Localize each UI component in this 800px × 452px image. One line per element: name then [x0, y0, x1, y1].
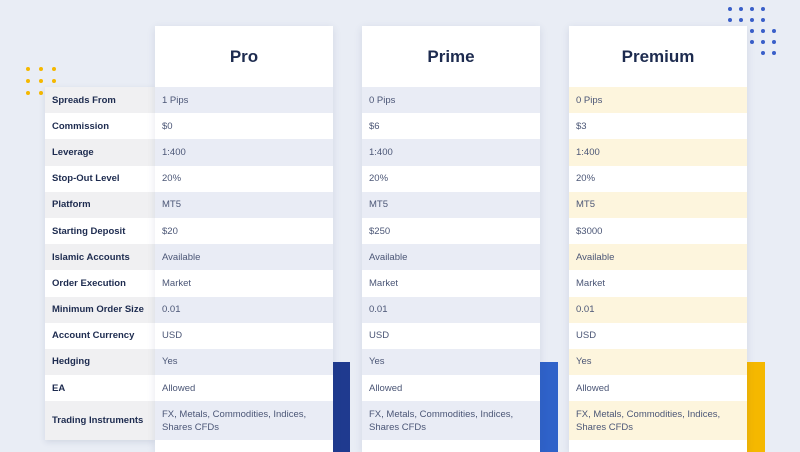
premium-account-currency: USD: [576, 330, 597, 342]
premium-commission: $3: [576, 120, 587, 132]
pro-hedging: Yes: [155, 348, 333, 376]
premium-accent-bar: [745, 362, 765, 452]
label-platform: Platform: [45, 191, 155, 218]
premium-islamic-accounts: Available: [569, 244, 747, 271]
prime-platform: MT5: [362, 191, 540, 218]
prime-islamic-accounts: Available: [362, 244, 540, 271]
plan-column-prime: Prime 0 Pips $6 1:400 20% MT5 $250 Avail…: [362, 26, 540, 452]
pro-account-currency: USD: [162, 330, 183, 342]
label-minimum-order-size: Minimum Order Size: [45, 296, 155, 323]
pro-accent-bar: [330, 362, 350, 452]
premium-order-execution: Market: [576, 277, 606, 289]
label-order-execution: Order Execution: [52, 277, 126, 289]
prime-commission: $6: [369, 120, 380, 132]
premium-hedging: Yes: [569, 348, 747, 376]
pro-starting-deposit: $20: [162, 225, 178, 237]
label-ea: EA: [52, 382, 66, 394]
prime-ea: Allowed: [369, 382, 403, 394]
premium-platform: MT5: [569, 191, 747, 218]
label-stop-out-level: Stop-Out Level: [52, 173, 120, 185]
label-account-currency: Account Currency: [52, 330, 135, 342]
label-leverage: Leverage: [45, 139, 155, 166]
prime-starting-deposit: $250: [369, 225, 391, 237]
premium-spreads-from: 0 Pips: [569, 87, 747, 114]
label-trading-instruments: Trading Instruments: [45, 401, 155, 441]
pro-stop-out-level: 20%: [162, 173, 182, 185]
label-hedging: Hedging: [45, 348, 155, 376]
pro-spreads-from: 1 Pips: [155, 87, 333, 114]
premium-leverage: 1:400: [569, 139, 747, 166]
prime-leverage: 1:400: [362, 139, 540, 166]
plan-column-premium: Premium 0 Pips $3 1:400 20% MT5 $3000 Av…: [569, 26, 747, 452]
premium-ea: Allowed: [576, 382, 610, 394]
plan-title-pro: Pro: [229, 46, 259, 66]
premium-stop-out-level: 20%: [576, 173, 596, 185]
prime-trading-instruments: FX, Metals, Commodities, Indices, Shares…: [362, 401, 540, 441]
prime-accent-bar: [538, 362, 558, 452]
prime-minimum-order-size: 0.01: [362, 296, 540, 323]
pro-ea: Allowed: [162, 382, 196, 394]
prime-stop-out-level: 20%: [369, 173, 389, 185]
feature-labels-column: Spreads From Commission Leverage Stop-Ou…: [45, 87, 155, 441]
prime-spreads-from: 0 Pips: [362, 87, 540, 114]
pro-platform: MT5: [155, 191, 333, 218]
plan-title-premium: Premium: [621, 46, 695, 66]
plan-title-prime: Prime: [427, 46, 475, 66]
plan-column-pro: Pro 1 Pips $0 1:400 20% MT5 $20 Availabl…: [155, 26, 333, 452]
pro-islamic-accounts: Available: [155, 244, 333, 271]
pro-order-execution: Market: [162, 277, 192, 289]
pro-commission: $0: [162, 120, 173, 132]
label-spreads-from: Spreads From: [45, 87, 155, 114]
label-starting-deposit: Starting Deposit: [52, 225, 126, 237]
prime-account-currency: USD: [369, 330, 390, 342]
prime-hedging: Yes: [362, 348, 540, 376]
label-islamic-accounts: Islamic Accounts: [45, 244, 155, 271]
premium-trading-instruments: FX, Metals, Commodities, Indices, Shares…: [569, 401, 747, 441]
premium-minimum-order-size: 0.01: [569, 296, 747, 323]
pro-leverage: 1:400: [155, 139, 333, 166]
label-commission: Commission: [52, 120, 110, 132]
premium-starting-deposit: $3000: [576, 225, 603, 237]
prime-order-execution: Market: [369, 277, 399, 289]
pro-trading-instruments: FX, Metals, Commodities, Indices, Shares…: [155, 401, 333, 441]
pro-minimum-order-size: 0.01: [155, 296, 333, 323]
